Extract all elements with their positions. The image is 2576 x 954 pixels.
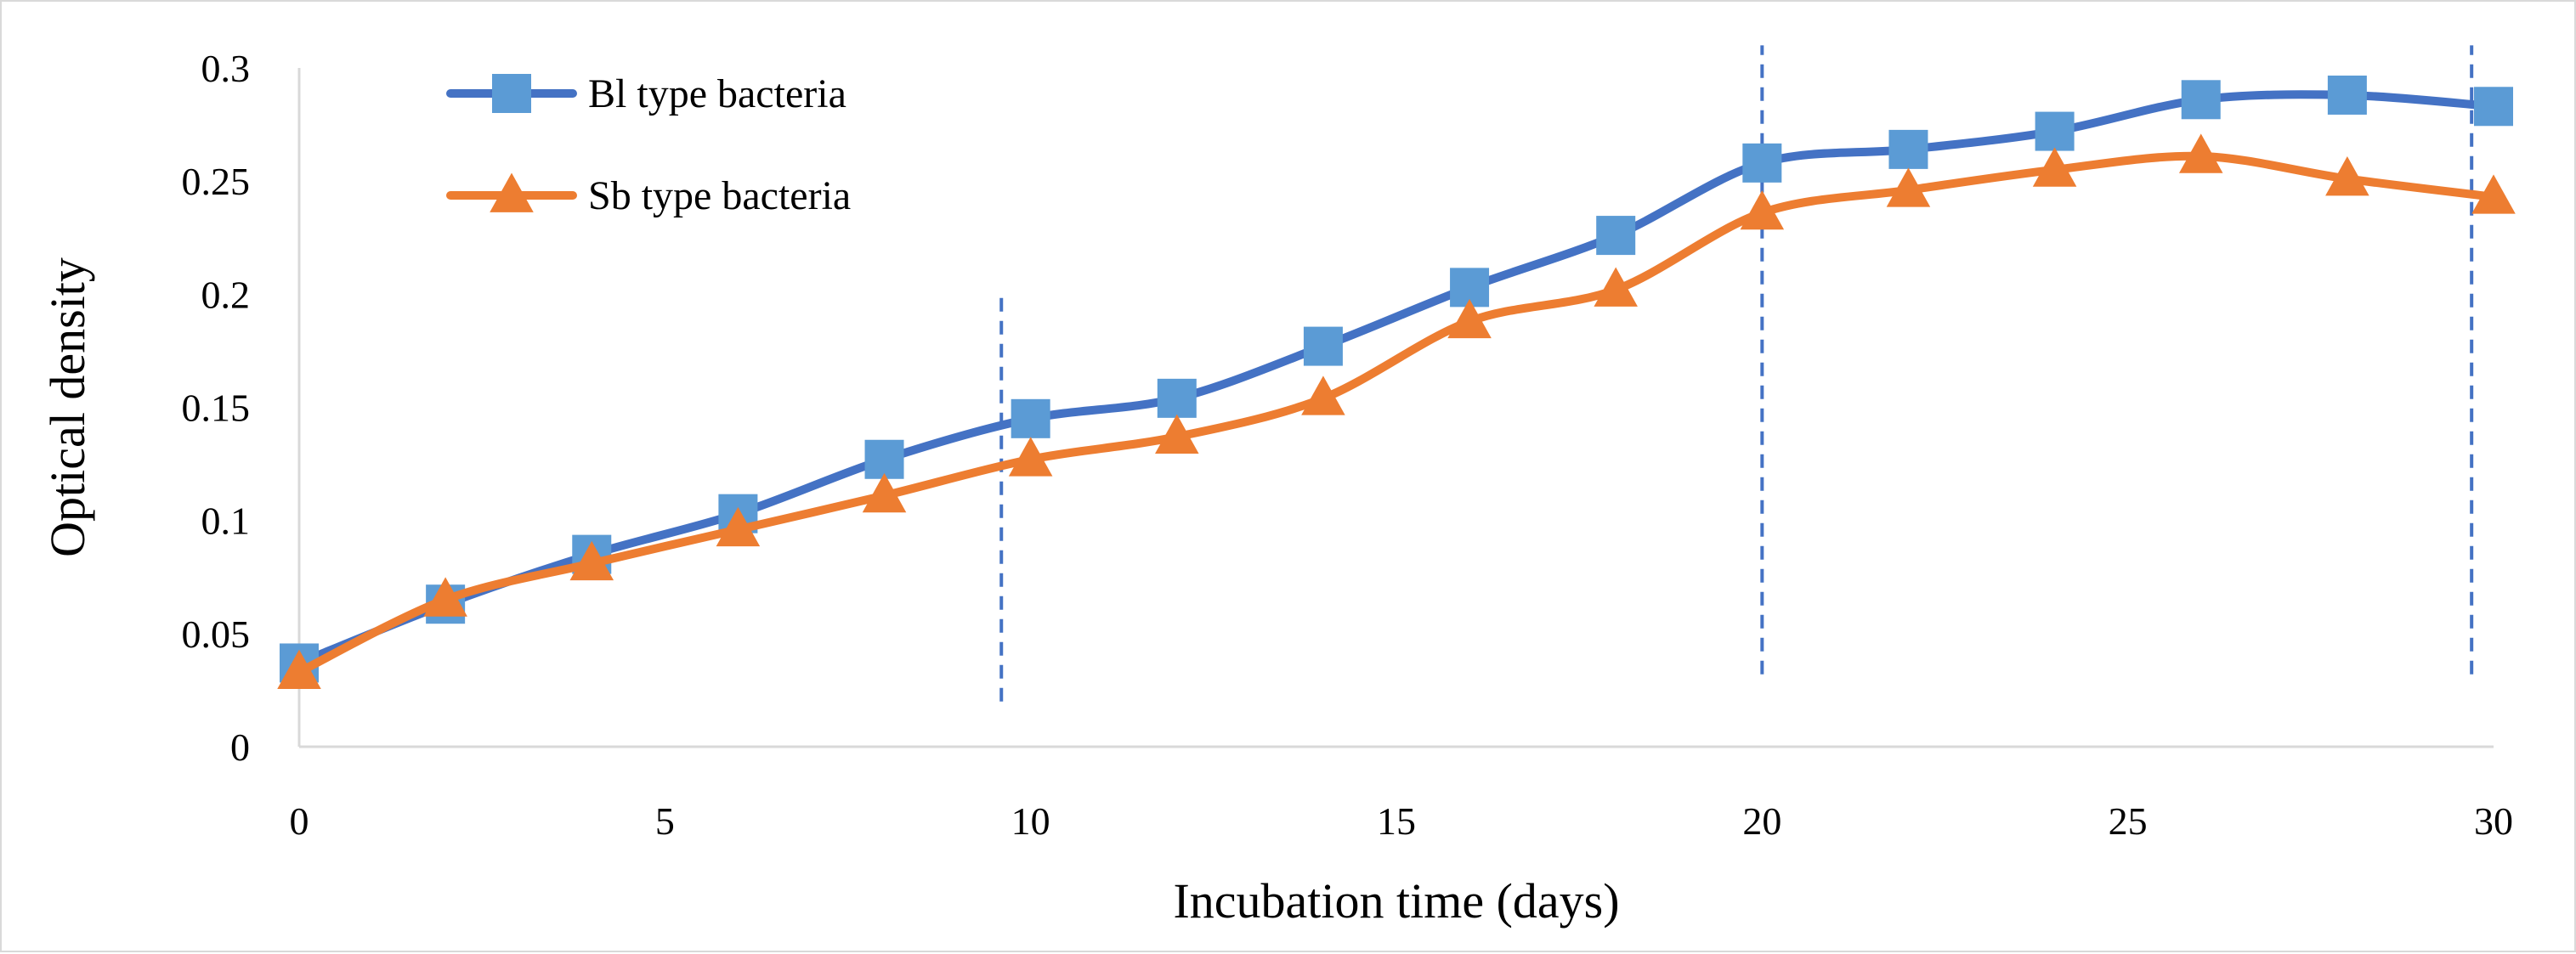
data-point (862, 472, 907, 513)
data-point (2032, 147, 2077, 187)
y-tick-label: 0.3 (201, 47, 251, 90)
data-point (1888, 129, 1928, 169)
y-tick-label: 0.05 (182, 612, 251, 656)
data-point (864, 439, 904, 479)
y-axis-title: Optical density (40, 257, 95, 557)
data-point (2325, 156, 2369, 196)
series-line (295, 151, 2498, 677)
y-tick-labels: 0 0.05 0.1 0.15 0.2 0.25 0.3 (182, 47, 251, 769)
data-point (1594, 267, 1638, 307)
data-point (1742, 143, 1782, 183)
series-line (295, 90, 2498, 668)
x-axis-title: Incubation time (days) (1173, 873, 1619, 929)
legend-marker (490, 172, 534, 212)
x-tick-label: 10 (1011, 799, 1050, 843)
data-point (2471, 174, 2516, 214)
y-tick-label: 0.15 (182, 387, 251, 430)
data-point (1447, 298, 1492, 339)
data-point (423, 577, 467, 617)
x-tick-label: 20 (1742, 799, 1781, 843)
data-point (1596, 216, 1636, 256)
data-point (2181, 80, 2221, 120)
legend-item: Sb type bacteria (446, 172, 851, 218)
legend-label: Sb type bacteria (588, 173, 851, 218)
data-point (277, 649, 321, 689)
legend-marker (492, 74, 531, 113)
legend-item: Bl type bacteria (446, 71, 846, 116)
x-tick-labels: 0 5 10 15 20 25 30 (290, 799, 2514, 843)
y-tick-label: 0.25 (182, 160, 251, 203)
legend-label: Bl type bacteria (588, 71, 846, 116)
data-point (1740, 190, 1785, 230)
data-point (1155, 414, 1199, 454)
x-tick-label: 15 (1377, 799, 1416, 843)
series-2 (277, 133, 2516, 689)
data-point (1301, 375, 1345, 415)
y-tick-label: 0.2 (201, 273, 251, 316)
data-point (2035, 111, 2075, 151)
reference-lines (999, 45, 2474, 702)
data-point (1303, 326, 1343, 366)
data-point (1011, 398, 1050, 438)
series-layer (277, 75, 2516, 689)
data-point (716, 506, 761, 547)
data-point (2474, 87, 2513, 127)
data-point (2327, 75, 2367, 115)
axes (297, 68, 2494, 748)
y-tick-label: 0 (230, 725, 250, 769)
x-tick-label: 25 (2109, 799, 2148, 843)
data-point (1157, 378, 1197, 418)
x-tick-label: 5 (655, 799, 675, 843)
series-1 (280, 75, 2513, 683)
x-tick-label: 0 (290, 799, 309, 843)
data-point (569, 540, 614, 581)
data-point (1008, 437, 1053, 477)
legend: Bl type bacteria Sb type bacteria (446, 71, 851, 218)
y-tick-label: 0.1 (201, 500, 251, 543)
data-point (1886, 167, 1931, 207)
x-tick-label: 30 (2474, 799, 2513, 843)
data-point (2178, 133, 2223, 173)
